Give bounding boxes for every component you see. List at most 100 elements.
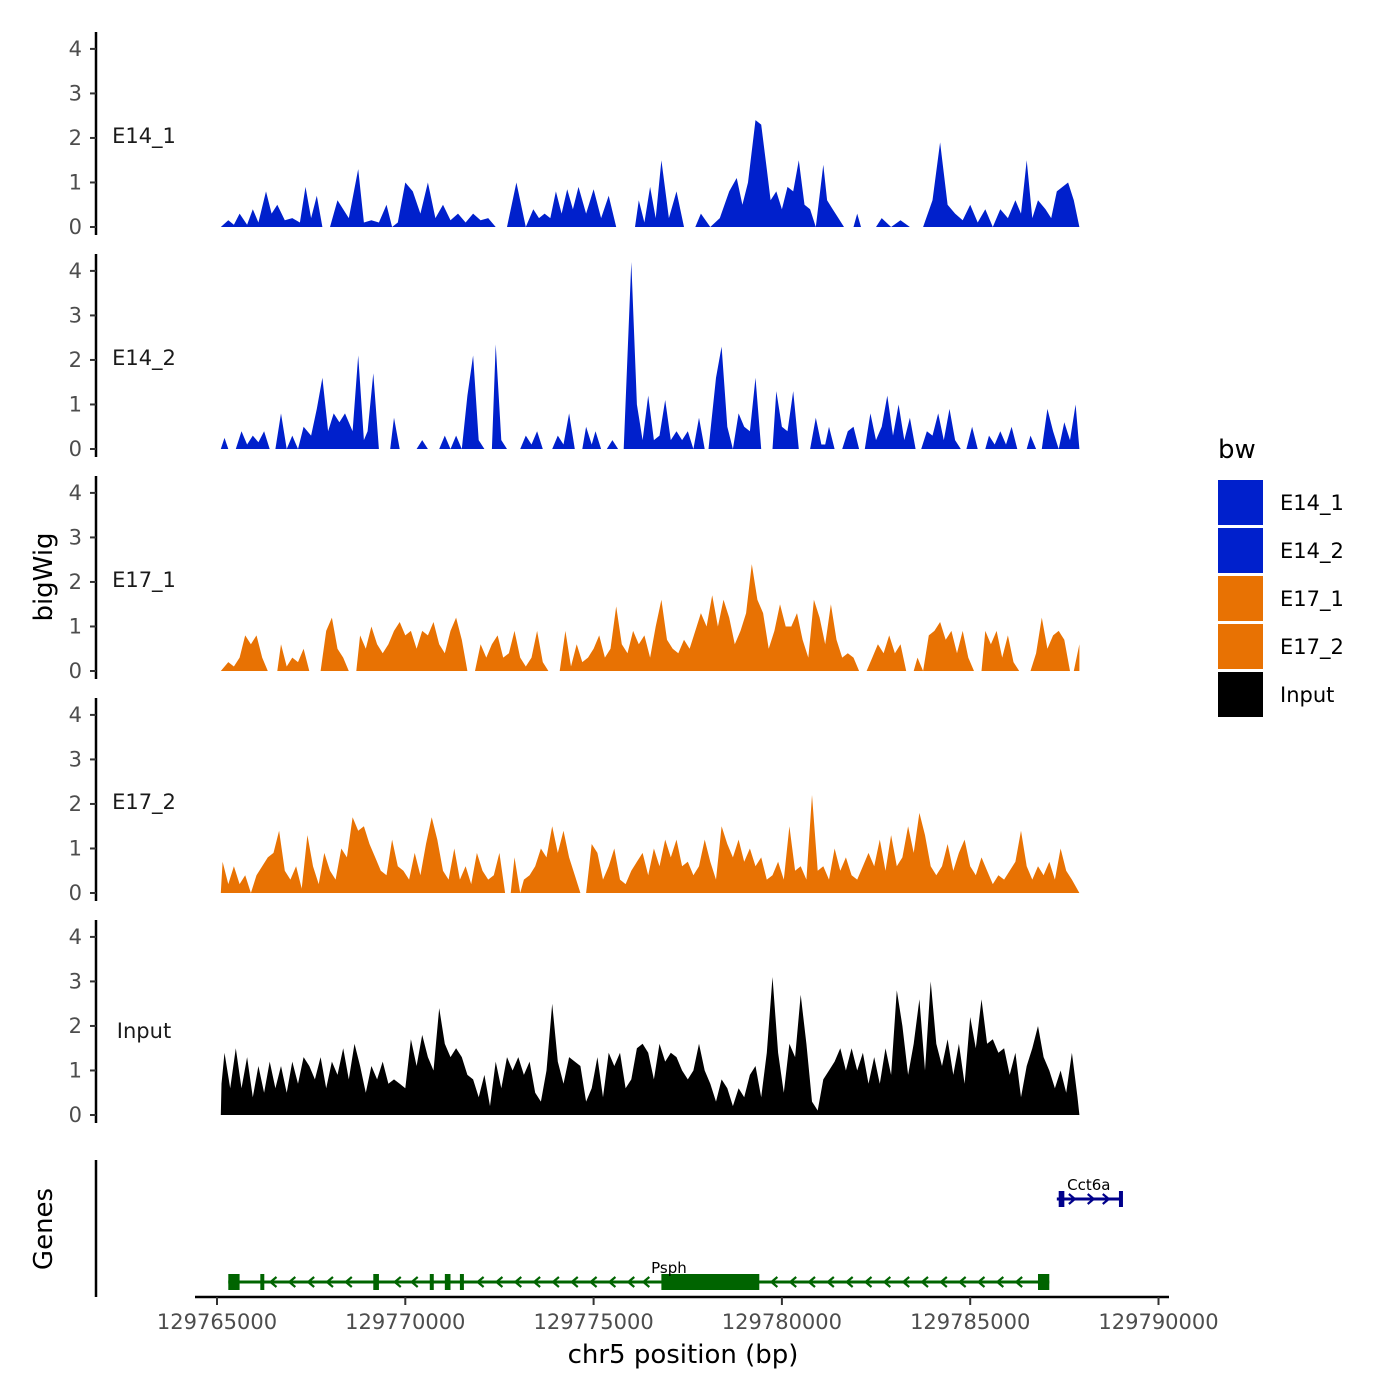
strand-arrow xyxy=(626,1276,635,1288)
strand-arrow xyxy=(306,1276,315,1288)
y-tick-label: 2 xyxy=(69,126,82,150)
x-axis: 129765000 129770000 129775000 129780000 1297… xyxy=(157,1295,1219,1334)
gene-label: Cct6a xyxy=(1067,1176,1110,1194)
legend-swatch xyxy=(1218,528,1263,573)
strand-arrow xyxy=(807,1276,816,1288)
strand-arrow xyxy=(494,1276,504,1288)
strand-arrow xyxy=(475,1276,485,1288)
exon xyxy=(373,1274,379,1290)
x-tick-label: 129765000 xyxy=(157,1310,277,1334)
strand-arrow xyxy=(995,1276,1005,1288)
track-label: E14_2 xyxy=(112,346,176,371)
exon xyxy=(459,1274,464,1290)
y-tick-label: 3 xyxy=(69,525,82,549)
signal-area xyxy=(220,795,1080,893)
legend-label: Input xyxy=(1280,683,1334,707)
strand-arrow xyxy=(344,1276,353,1288)
gene-label: Psph xyxy=(651,1259,687,1277)
track-E14_1: 0 1 2 3 4 E14_1 xyxy=(69,32,1080,239)
track-E17_1: 0 1 2 3 4 E17_1 xyxy=(69,476,1080,683)
strand-arrow xyxy=(551,1276,560,1288)
strand-arrow xyxy=(532,1276,541,1288)
legend-swatch xyxy=(1218,624,1263,669)
y-tick-label: 4 xyxy=(69,925,82,949)
y-tick-label: 3 xyxy=(69,747,82,771)
y-tick-label: 1 xyxy=(69,614,82,638)
legend-label: E14_2 xyxy=(1280,539,1344,564)
legend-title: bw xyxy=(1218,435,1256,465)
gene-cct6a: Cct6a xyxy=(1056,1176,1123,1207)
x-tick-label: 129780000 xyxy=(722,1310,842,1334)
y-tick-label: 1 xyxy=(69,170,82,194)
signal-area xyxy=(220,262,1080,449)
y-tick-label: 0 xyxy=(69,1103,82,1127)
signal-area xyxy=(220,120,1080,227)
strand-arrow xyxy=(513,1276,522,1288)
y-tick-label: 1 xyxy=(69,392,82,416)
y-tick-label: 3 xyxy=(69,969,82,993)
y-tick-label: 3 xyxy=(69,81,82,105)
signal-area xyxy=(220,977,1080,1115)
y-tick-label: 4 xyxy=(69,481,82,505)
strand-arrow xyxy=(863,1276,873,1288)
strand-arrow xyxy=(570,1276,579,1288)
y-axis-title: bigWig xyxy=(29,532,59,621)
x-tick-label: 129790000 xyxy=(1098,1310,1218,1334)
y-tick-label: 4 xyxy=(69,37,82,61)
y-tick-label: 0 xyxy=(69,659,82,683)
strand-arrow xyxy=(1068,1193,1077,1205)
track-Input: 0 1 2 3 4 Input xyxy=(69,920,1080,1127)
strand-arrow xyxy=(641,1276,651,1288)
exon xyxy=(444,1274,451,1290)
track-label: E14_1 xyxy=(112,124,176,149)
exon xyxy=(429,1274,434,1290)
track-label: Input xyxy=(117,1019,171,1043)
strand-arrow xyxy=(1102,1193,1111,1205)
exon xyxy=(1037,1274,1050,1290)
strand-arrow xyxy=(844,1276,854,1288)
strand-arrow xyxy=(957,1276,967,1288)
genes-axis-title: Genes xyxy=(29,1188,59,1270)
exon xyxy=(661,1274,760,1290)
x-tick-label: 129785000 xyxy=(910,1310,1030,1334)
y-tick-label: 2 xyxy=(69,348,82,372)
x-tick-label: 129770000 xyxy=(345,1310,465,1334)
genes-panel: Psph Cct6a xyxy=(94,1160,1123,1297)
strand-arrow xyxy=(393,1276,402,1288)
strand-arrow xyxy=(901,1276,910,1288)
strand-arrow xyxy=(788,1276,797,1288)
legend: bw E14_1 E14_2 E17_1 E17_2 Input xyxy=(1218,435,1344,717)
y-tick-label: 1 xyxy=(69,836,82,860)
y-tick-label: 2 xyxy=(69,1014,82,1038)
track-label: E17_2 xyxy=(112,790,176,815)
strand-arrow xyxy=(826,1276,835,1288)
signal-area xyxy=(220,564,1080,671)
y-tick-label: 2 xyxy=(69,792,82,816)
legend-label: E17_2 xyxy=(1280,635,1344,660)
strand-arrow xyxy=(769,1276,779,1288)
y-tick-label: 4 xyxy=(69,259,82,283)
y-tick-label: 3 xyxy=(69,303,82,327)
legend-swatch xyxy=(1218,480,1263,525)
y-tick-label: 0 xyxy=(69,881,82,905)
y-tick-label: 2 xyxy=(69,570,82,594)
exon xyxy=(260,1274,265,1290)
track-label: E17_1 xyxy=(112,568,176,593)
strand-arrow xyxy=(976,1276,986,1288)
gene-psph: Psph xyxy=(228,1259,1050,1290)
strand-arrow xyxy=(882,1276,892,1288)
strand-arrow xyxy=(1014,1276,1023,1288)
strand-arrow xyxy=(588,1276,598,1288)
y-tick-label: 4 xyxy=(69,703,82,727)
bigwig-tracks: 0 1 2 3 4 E14_1 0 1 2 3 4 E14_2 0 1 2 3 4 E17_1 0 1 2 3 4 E17_2… xyxy=(69,32,1080,1127)
strand-arrow xyxy=(268,1276,278,1288)
exon xyxy=(228,1274,240,1290)
x-tick-label: 129775000 xyxy=(533,1310,653,1334)
strand-arrow xyxy=(939,1276,948,1288)
legend-label: E14_1 xyxy=(1280,491,1344,516)
y-tick-label: 0 xyxy=(69,215,82,239)
legend-label: E17_1 xyxy=(1280,587,1344,612)
track-E14_2: 0 1 2 3 4 E14_2 xyxy=(69,254,1080,461)
y-tick-label: 0 xyxy=(69,437,82,461)
